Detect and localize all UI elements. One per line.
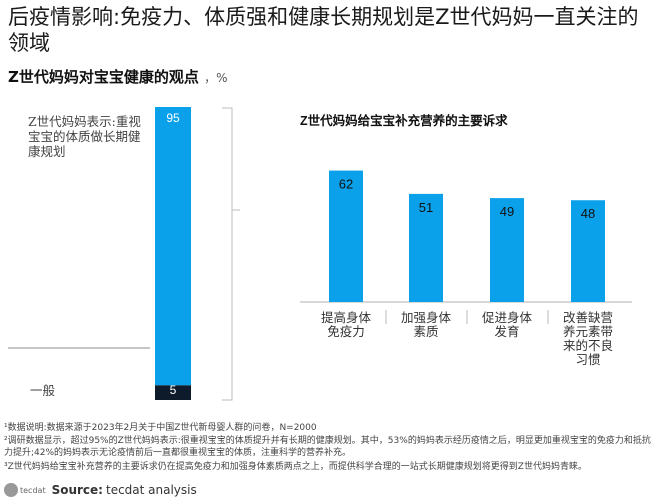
source-label: Source: xyxy=(51,483,103,497)
bar xyxy=(329,170,363,302)
footnote-3: ³Z世代妈妈给宝宝补充营养的主要诉求仍在提高免疫力和加强身体素质两点之上，而提供… xyxy=(4,462,587,472)
stack-label-important: Z世代妈妈表示:重视宝宝的体质做长期健康规划 xyxy=(28,114,141,159)
bar-value-label: 62 xyxy=(339,177,353,192)
subtitle-unit: ，% xyxy=(204,71,228,85)
page-title: 后疫情影响:免疫力、体质强和健康长期规划是Z世代妈妈一直关注的领域 xyxy=(8,5,639,55)
category-label: 免疫力 xyxy=(327,324,365,339)
category-label: 提高身体 xyxy=(321,310,372,325)
stack-segment xyxy=(155,385,191,400)
stack-value-label: 5 xyxy=(170,383,177,397)
bracket xyxy=(222,107,240,401)
bar-value-label: 49 xyxy=(500,204,514,219)
bar-value-label: 48 xyxy=(581,206,595,221)
tecdat-logo-icon xyxy=(4,483,18,497)
category-label: 加强身体 xyxy=(401,310,452,325)
category-label: 发育 xyxy=(494,324,519,339)
logo-text: tecdat xyxy=(20,485,46,495)
stack-label-normal: 一般 xyxy=(30,383,56,398)
stack-segment xyxy=(155,107,191,386)
category-label: 养元素带 xyxy=(563,324,613,339)
category-label: 改善缺营 xyxy=(563,310,613,325)
category-label: 习惯 xyxy=(575,352,600,367)
bar xyxy=(409,193,443,302)
category-label: 素质 xyxy=(413,325,438,339)
bar xyxy=(571,200,605,302)
chart-subtitle: Z世代妈妈对宝宝健康的观点 ，% xyxy=(8,66,228,87)
bar-value-label: 51 xyxy=(419,200,433,215)
bar xyxy=(490,198,524,302)
footnote-2: ²调研数据显示，超过95%的Z世代妈妈表示:很重视宝宝的体质提升并有长期的健康规… xyxy=(4,436,651,458)
category-label: 促进身体 xyxy=(482,310,533,325)
stack-value-label: 95 xyxy=(166,111,180,125)
category-label: 来的不良 xyxy=(563,338,613,353)
source-text: tecdat analysis xyxy=(105,483,197,497)
footnote-1: ¹数据说明:数据来源于2023年2月关于中国Z世代新母婴人群的问卷，N=2000 xyxy=(4,423,317,433)
stacked-bar: 95 5 xyxy=(155,107,191,400)
source: tecdat Source: tecdat analysis xyxy=(4,483,197,497)
bar-chart-title: Z世代妈妈给宝宝补充营养的主要诉求 xyxy=(300,113,508,128)
subtitle-text: Z世代妈妈对宝宝健康的观点 xyxy=(8,68,199,86)
